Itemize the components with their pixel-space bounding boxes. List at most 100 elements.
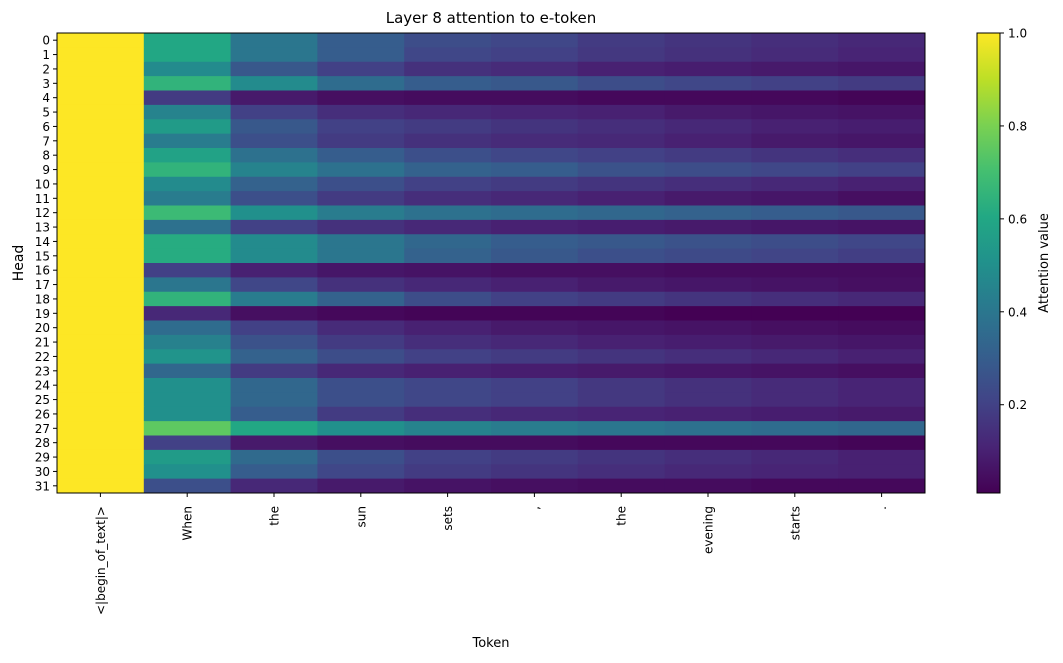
heatmap-cell (751, 104, 839, 120)
heatmap-cell (230, 90, 318, 106)
chart-title: Layer 8 attention to e-token (386, 9, 597, 27)
heatmap-cell (230, 219, 318, 235)
heatmap-cell (230, 334, 318, 350)
heatmap-cell (838, 449, 926, 465)
heatmap-cell (57, 162, 145, 178)
heatmap-cell (317, 306, 405, 322)
heatmap-cell (577, 104, 666, 120)
heatmap-cell (838, 133, 926, 149)
y-tick-label: 6 (42, 120, 50, 134)
heatmap-cell (838, 176, 926, 192)
colorbar-tick-label: 0.4 (1008, 305, 1027, 319)
heatmap-cell (230, 378, 318, 393)
heatmap-cell (751, 363, 839, 379)
heatmap-cell (491, 334, 579, 350)
heatmap-cell (577, 205, 666, 221)
heatmap-cell (664, 263, 752, 278)
heatmap-cell (491, 406, 579, 422)
heatmap-cell (143, 363, 232, 379)
heatmap-cell (404, 363, 492, 379)
heatmap-cell (491, 234, 579, 250)
y-tick-label: 24 (35, 379, 50, 393)
heatmap-cell (664, 61, 752, 77)
heatmap-cell (751, 219, 839, 235)
heatmap-cell (143, 191, 232, 207)
heatmap-cell (57, 449, 145, 465)
heatmap-cell (317, 378, 405, 393)
y-tick-label: 0 (42, 34, 50, 48)
heatmap-cell (577, 291, 666, 307)
heatmap-cell (577, 363, 666, 379)
heatmap-cell (491, 277, 579, 293)
y-tick-label: 15 (35, 249, 50, 263)
heatmap-cell (317, 191, 405, 207)
heatmap-cell (230, 306, 318, 322)
heatmap-cell (577, 449, 666, 465)
heatmap-cell (404, 248, 492, 264)
x-tick-label: evening (702, 506, 716, 554)
heatmap-cell (317, 277, 405, 293)
heatmap-cell (751, 449, 839, 465)
y-tick-label: 17 (35, 278, 50, 292)
heatmap-cell (230, 320, 318, 336)
heatmap-cell (838, 205, 926, 221)
heatmap-cell (491, 421, 579, 437)
heatmap-cell (577, 349, 666, 365)
heatmap-cell (664, 478, 752, 494)
heatmap-cell (751, 277, 839, 293)
heatmap-cell (317, 76, 405, 92)
heatmap-cell (143, 219, 232, 235)
heatmap-cell (143, 205, 232, 221)
heatmap-cell (664, 176, 752, 192)
heatmap-cell (317, 478, 405, 494)
heatmap-cell (491, 306, 579, 322)
heatmap-cell (664, 162, 752, 178)
heatmap-cell (577, 219, 666, 235)
heatmap-cell (664, 119, 752, 135)
heatmap-cell (143, 133, 232, 149)
heatmap-cell (577, 148, 666, 163)
y-tick-label: 4 (42, 91, 50, 105)
heatmap-cell (57, 119, 145, 135)
heatmap-cell (57, 378, 145, 393)
heatmap-cell (751, 306, 839, 322)
y-tick-label: 16 (35, 264, 50, 278)
heatmap-cell (317, 33, 405, 48)
heatmap-cell (664, 334, 752, 350)
heatmap-cell (664, 363, 752, 379)
heatmap-cell (230, 464, 318, 480)
heatmap-cell (317, 47, 405, 63)
heatmap-cell (404, 90, 492, 106)
heatmap-cell (491, 90, 579, 106)
colorbar (976, 32, 1001, 494)
heatmap-cell (491, 349, 579, 365)
y-axis-label: Head (11, 245, 27, 282)
heatmap-cell (230, 263, 318, 278)
heatmap-cell (230, 191, 318, 207)
heatmap-cell (838, 263, 926, 278)
heatmap-cell (664, 464, 752, 480)
heatmap-cell (491, 464, 579, 480)
heatmap-cell (57, 234, 145, 250)
heatmap-cell (491, 61, 579, 77)
heatmap-cell (664, 406, 752, 422)
heatmap-cell (57, 61, 145, 77)
heatmap-cell (317, 176, 405, 192)
heatmap-cell (404, 421, 492, 437)
heatmap-cell (57, 205, 145, 221)
heatmap-cell (577, 176, 666, 192)
heatmap-cell (838, 119, 926, 135)
heatmap-cell (317, 133, 405, 149)
heatmap-cell (317, 320, 405, 336)
heatmap-cell (838, 306, 926, 322)
heatmap-cell (577, 392, 666, 408)
y-tick-label: 31 (35, 479, 50, 493)
heatmap-cell (577, 61, 666, 77)
y-tick-label: 8 (42, 149, 50, 163)
heatmap-cell (404, 104, 492, 120)
heatmap-cell (751, 205, 839, 221)
heatmap-cell (404, 133, 492, 149)
heatmap-cell (751, 33, 839, 48)
y-tick-label: 1 (42, 48, 50, 62)
heatmap-cell (143, 162, 232, 178)
